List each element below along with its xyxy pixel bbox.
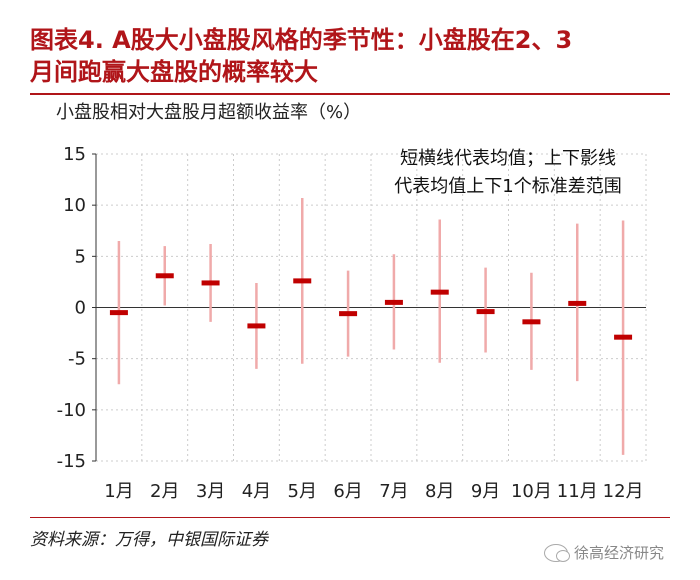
annotation-line2: 代表均值上下1个标准差范围 bbox=[394, 176, 621, 197]
mean-mark bbox=[109, 310, 128, 316]
chart: 15 10 5 0 -5 -10 -15 1月 2月 3月 4月 5月 6月 7月 8月 9月 10月 11月 12… bbox=[57, 144, 647, 502]
x-tick-label: 9月 bbox=[471, 481, 500, 502]
x-tick-label: 1月 bbox=[104, 481, 133, 502]
figure-title-line2: 月间跑赢大盘股的概率较大 bbox=[30, 58, 318, 86]
x-tick-label: 3月 bbox=[196, 481, 225, 502]
y-tick-label: -15 bbox=[57, 451, 86, 472]
mean-mark bbox=[384, 299, 403, 305]
chart-ylabel: 小盘股相对大盘股月超额收益率（%） bbox=[56, 102, 362, 123]
x-tick-label: 6月 bbox=[333, 481, 362, 502]
x-tick-label: 12月 bbox=[603, 481, 644, 502]
source-note: 资料来源：万得，中银国际证券 bbox=[30, 530, 268, 550]
y-tick-label: -10 bbox=[57, 400, 86, 421]
y-tick-label: 10 bbox=[63, 195, 86, 216]
y-tick-label: 0 bbox=[75, 298, 86, 319]
x-tick-label: 7月 bbox=[379, 481, 408, 502]
y-tick-label: -5 bbox=[68, 349, 86, 370]
x-tick-label: 4月 bbox=[242, 481, 271, 502]
mean-mark bbox=[155, 273, 174, 279]
y-tick-label: 15 bbox=[63, 144, 86, 165]
mean-mark bbox=[614, 334, 633, 340]
watermark-text: 徐高经济研究 bbox=[574, 544, 665, 562]
x-tick-label: 2月 bbox=[150, 481, 179, 502]
figure-title: 图表4. A股大小盘股风格的季节性：小盘股在2、3 月间跑赢大盘股的概率较大 bbox=[30, 24, 670, 88]
mean-mark bbox=[476, 309, 495, 315]
y-tick-label: 5 bbox=[75, 246, 86, 267]
annotation-line1: 短横线代表均值；上下影线 bbox=[400, 148, 616, 169]
wechat-icon bbox=[544, 543, 570, 562]
x-tick-label: 11月 bbox=[557, 481, 598, 502]
x-tick-label: 5月 bbox=[288, 481, 317, 502]
mean-mark bbox=[201, 280, 220, 286]
figure-title-line1: 图表4. A股大小盘股风格的季节性：小盘股在2、3 bbox=[30, 26, 573, 54]
mean-mark bbox=[568, 300, 587, 306]
x-tick-label: 8月 bbox=[425, 481, 454, 502]
title-rule bbox=[30, 93, 670, 95]
watermark: 徐高经济研究 bbox=[544, 542, 664, 563]
mean-mark bbox=[522, 319, 541, 325]
x-tick-label: 10月 bbox=[511, 481, 552, 502]
source-rule bbox=[30, 517, 670, 518]
mean-mark bbox=[247, 323, 266, 329]
mean-mark bbox=[293, 278, 312, 284]
mean-mark bbox=[430, 289, 449, 295]
mean-mark bbox=[339, 311, 358, 317]
